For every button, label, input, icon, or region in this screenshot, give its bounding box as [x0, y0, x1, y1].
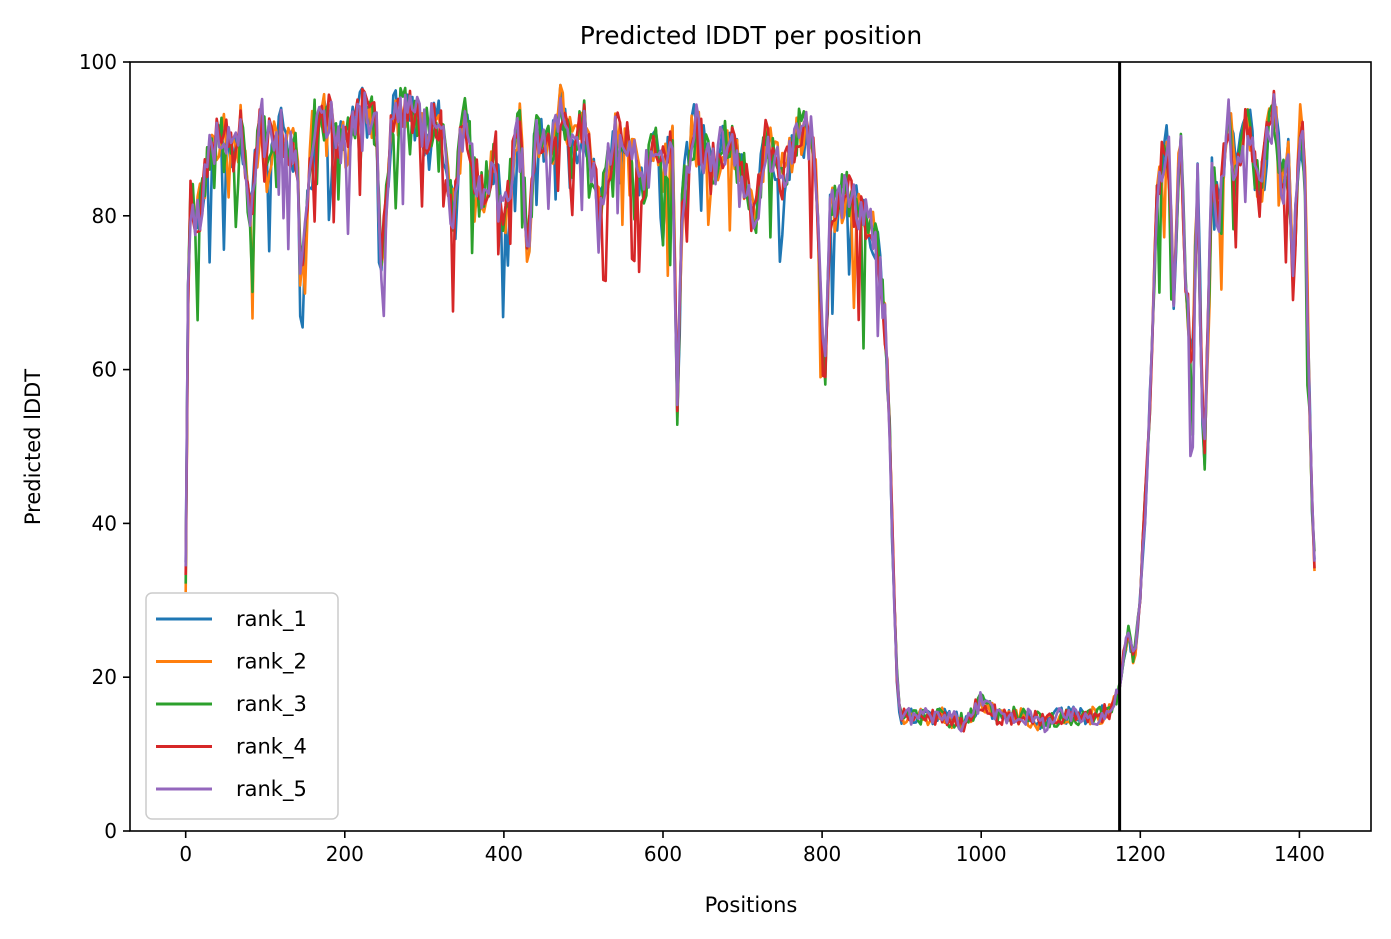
series-line-rank_5	[184, 91, 1316, 734]
y-tick-label: 100	[79, 50, 117, 74]
y-axis-ticks: 0 20 40 60 80 100	[79, 50, 130, 843]
legend-label-rank_2: rank_2	[236, 650, 307, 675]
x-tick-label: 0	[179, 842, 192, 866]
x-tick-label: 400	[485, 842, 523, 866]
chart-title: Predicted lDDT per position	[580, 21, 922, 50]
legend-label-rank_5: rank_5	[236, 777, 307, 802]
legend: rank_1 rank_2 rank_3 rank_4 rank_5	[145, 592, 339, 820]
plot-frame	[129, 61, 1372, 832]
x-axis-title: Positions	[705, 893, 798, 917]
y-tick-label: 0	[104, 819, 117, 843]
x-tick-label: 1200	[1115, 842, 1166, 866]
series-line-rank_1	[184, 83, 1316, 731]
legend-label-rank_1: rank_1	[236, 607, 307, 632]
x-tick-label: 1400	[1274, 842, 1325, 866]
y-tick-label: 40	[92, 511, 117, 535]
legend-label-rank_3: rank_3	[236, 692, 307, 717]
plot-lines	[184, 83, 1316, 734]
y-tick-label: 60	[92, 358, 117, 382]
x-tick-label: 1000	[956, 842, 1007, 866]
legend-label-rank_4: rank_4	[236, 735, 307, 760]
x-axis-ticks: 0 200 400 600 800 1000 1200 1400	[179, 831, 1325, 866]
y-tick-label: 20	[92, 665, 117, 689]
y-tick-label: 80	[92, 204, 117, 228]
series-line-rank_2	[184, 83, 1316, 732]
x-tick-label: 600	[644, 842, 682, 866]
y-axis-title: Predicted lDDT	[21, 369, 45, 525]
x-tick-label: 200	[326, 842, 364, 866]
x-tick-label: 800	[803, 842, 841, 866]
legend-box	[145, 592, 339, 820]
